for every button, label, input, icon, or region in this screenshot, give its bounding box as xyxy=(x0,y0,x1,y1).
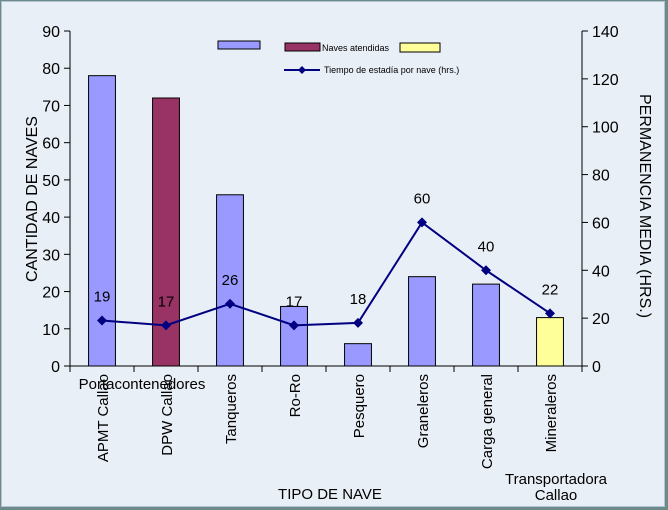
y-tick-label: 90 xyxy=(42,24,60,41)
x-category-label: Carga general xyxy=(479,374,496,469)
y-axis-title: CANTIDAD DE NAVES xyxy=(24,116,41,282)
group-label-transportadora-line2: Callao xyxy=(535,487,578,504)
line-data-label: 17 xyxy=(286,293,303,310)
y2-tick-label: 120 xyxy=(592,72,619,89)
x-category-label: Ro-Ro xyxy=(287,374,304,417)
bar-7 xyxy=(472,283,500,367)
line-point-2 xyxy=(161,320,171,331)
y-tick-label: 10 xyxy=(42,322,60,339)
line-point-6 xyxy=(417,217,427,228)
line-series xyxy=(101,220,551,327)
y-tick-label: 50 xyxy=(42,173,60,190)
bar-5 xyxy=(344,343,372,367)
bar-3 xyxy=(216,194,244,367)
y-tick-label: 80 xyxy=(42,61,60,78)
legend-line-label: Tiempo de estadía por nave (hrs.) xyxy=(324,65,459,75)
y2-tick-label: 140 xyxy=(592,24,619,41)
y2-tick-label: 60 xyxy=(592,215,610,232)
y2-tick-label: 100 xyxy=(592,120,619,137)
x-category-label: Graneleros xyxy=(415,374,432,448)
bar-8 xyxy=(536,317,564,367)
line-point-5 xyxy=(353,317,363,328)
y-tick-label: 0 xyxy=(51,359,60,376)
y2-tick-label: 20 xyxy=(592,311,610,328)
y-tick-label: 30 xyxy=(42,247,60,264)
line-data-label: 60 xyxy=(414,190,431,207)
group-label-transportadora-line1: Transportadora xyxy=(505,471,608,488)
y-tick-label: 60 xyxy=(42,136,60,153)
y-tick-label: 20 xyxy=(42,285,60,302)
legend-swatch-1 xyxy=(217,40,261,50)
line-data-label: 22 xyxy=(542,281,559,298)
line-point-3 xyxy=(225,298,235,309)
legend-swatch-3 xyxy=(399,42,441,53)
line-point-1 xyxy=(97,315,107,326)
x-axis-title: TIPO DE NAVE xyxy=(278,486,382,503)
group-label-portacontenedores: Portacontenedores xyxy=(79,376,206,393)
bar-6 xyxy=(408,276,436,367)
y-tick-label: 40 xyxy=(42,210,60,227)
legend-line-marker xyxy=(298,66,306,74)
x-category-label: APMT Callao xyxy=(95,374,112,462)
legend-bar-label: Naves atendidas xyxy=(322,43,390,53)
line-point-7 xyxy=(481,265,491,276)
x-category-label: Tanqueros xyxy=(223,374,240,444)
line-point-4 xyxy=(289,320,299,331)
bar-4 xyxy=(280,305,308,367)
y2-axis-title: PERMANENCIA MEDIA (HRS.) xyxy=(636,94,653,318)
y2-tick-label: 80 xyxy=(592,168,610,185)
line-point-8 xyxy=(545,308,555,319)
x-category-label: Mineraleros xyxy=(543,374,560,452)
x-category-label: DPW Callao xyxy=(159,374,176,456)
line-data-label: 40 xyxy=(478,238,495,255)
y-tick-label: 70 xyxy=(42,98,60,115)
y2-tick-label: 40 xyxy=(592,263,610,280)
line-data-label: 19 xyxy=(94,289,111,306)
legend-swatch-2 xyxy=(284,42,321,52)
line-data-label: 18 xyxy=(350,291,367,308)
x-category-label: Pesquero xyxy=(351,374,368,438)
line-data-label: 26 xyxy=(222,272,239,289)
line-data-label: 17 xyxy=(158,293,175,310)
y2-tick-label: 0 xyxy=(592,359,601,376)
